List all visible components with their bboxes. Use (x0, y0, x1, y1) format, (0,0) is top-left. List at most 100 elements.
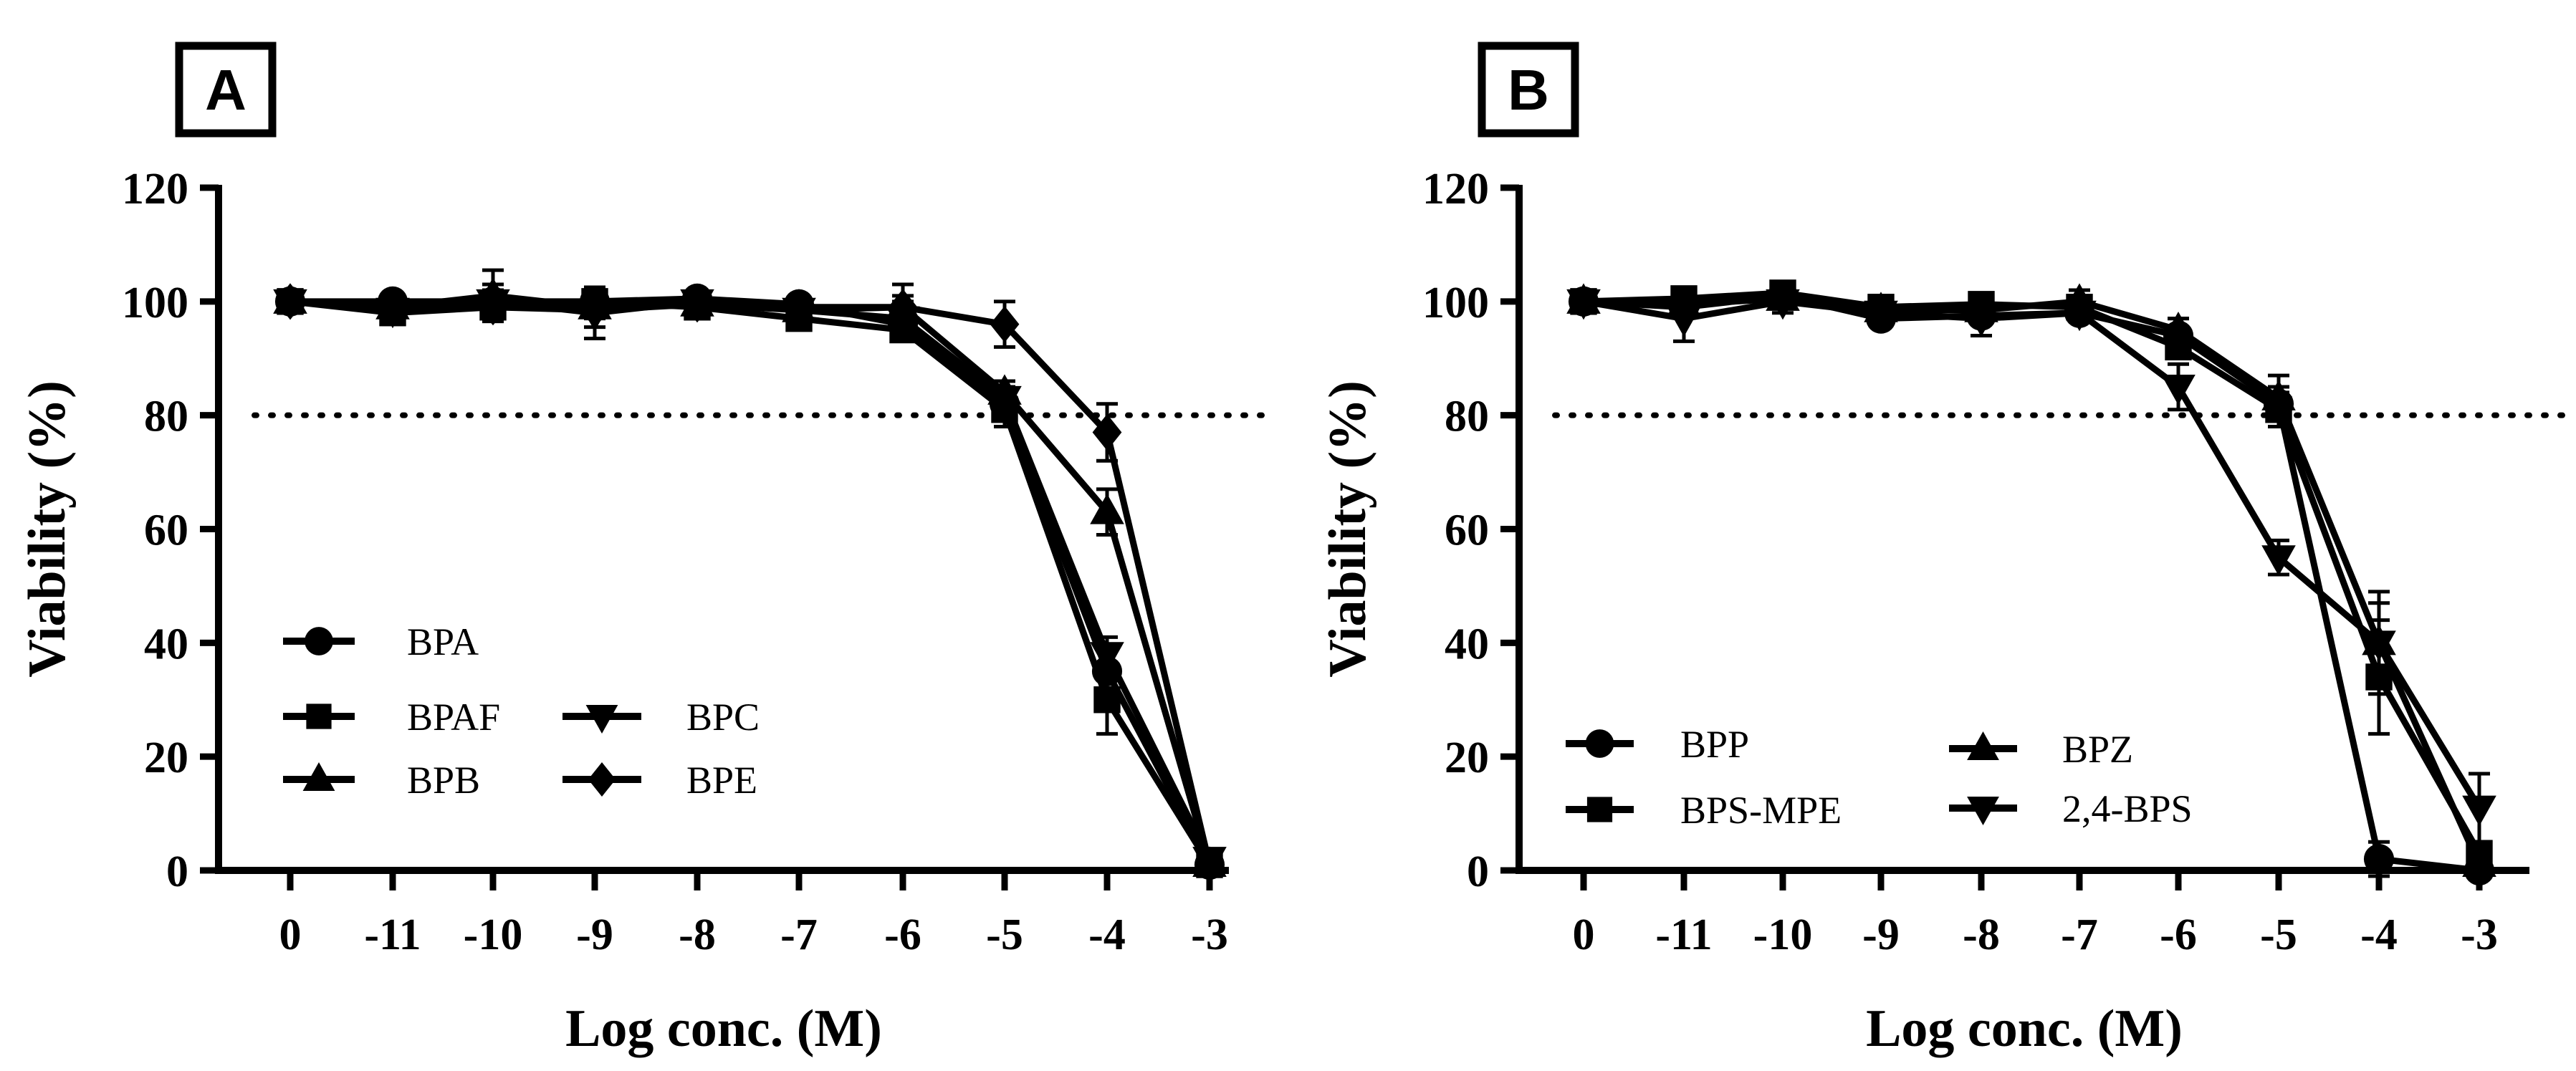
x-tick-label: -5 (986, 911, 1023, 959)
data-point (1864, 300, 1898, 332)
y-tick-label: 40 (1445, 620, 1489, 668)
legend-item: BPC (562, 696, 760, 739)
data-point (1090, 494, 1124, 524)
data-point (2462, 846, 2496, 878)
data-point (1093, 686, 1121, 714)
data-point (888, 289, 918, 326)
x-tick-label: -8 (1963, 911, 2000, 959)
legend-item: BPZ (1949, 728, 2133, 771)
data-point (1766, 289, 1800, 320)
data-point (1090, 642, 1124, 673)
y-tick-label: 40 (144, 620, 188, 668)
legend-label: BPE (686, 759, 757, 802)
x-axis-title: Log conc. (M) (565, 999, 882, 1058)
y-tick-label: 80 (1445, 393, 1489, 441)
legend-label: BPS-MPE (1680, 789, 1842, 832)
y-tick-label: 60 (1445, 506, 1489, 555)
y-axis-title: Viability (%) (18, 380, 77, 678)
series-line (289, 298, 1213, 866)
legend-item: BPA (283, 620, 479, 663)
x-tick-label: -6 (2160, 911, 2197, 959)
data-point (1964, 306, 1998, 337)
y-tick-label: 20 (144, 734, 188, 782)
x-tick-label: 0 (279, 911, 302, 959)
x-tick-label: -5 (2260, 911, 2297, 959)
data-point (1194, 846, 1225, 883)
x-tick-label: -11 (364, 911, 421, 959)
series-line (1583, 298, 2482, 810)
legend-item: BPB (283, 759, 480, 802)
legend-marker (1585, 729, 1614, 758)
legend-marker (1586, 797, 1613, 822)
legend-item: BPAF (283, 696, 500, 739)
series-bpe (275, 283, 1225, 883)
y-tick-label: 60 (144, 506, 188, 555)
panel-letter: B (1508, 58, 1549, 122)
panel-a: A 0 20 40 60 80 100 120 0 -11 -10 -9 -8 -7 -6 -5 -4 -3 Log… (18, 42, 1268, 1058)
data-point (478, 289, 508, 326)
legend-marker (588, 762, 616, 797)
data-point (2161, 374, 2196, 405)
data-point (2261, 380, 2296, 410)
series-bps-mpe (1570, 279, 2493, 867)
y-axis-title: Viability (%) (1318, 380, 1377, 678)
x-tick-label: -9 (1862, 911, 1900, 959)
data-point (987, 385, 1022, 417)
legend-item: 2,4-BPS (1949, 787, 2193, 830)
legend-label: BPA (407, 620, 479, 663)
x-tick-label: -4 (2360, 911, 2398, 959)
x-tick-label: -11 (1655, 911, 1712, 959)
y-tick-label: 120 (122, 165, 188, 213)
x-tick-label: -6 (884, 911, 921, 959)
y-tick-label: 0 (166, 847, 188, 896)
data-point (2362, 630, 2396, 661)
legend-item: BPS-MPE (1566, 789, 1842, 832)
x-tick-label: -7 (2061, 911, 2098, 959)
data-point (2363, 844, 2395, 875)
data-point (990, 306, 1020, 343)
data-point (1092, 413, 1122, 451)
legend-label: BPC (686, 696, 760, 739)
legend-label: BPB (407, 759, 480, 802)
legend-label: BPZ (2062, 728, 2133, 771)
data-point (275, 283, 305, 320)
panel-letter-box (1478, 42, 1579, 138)
y-tick-label: 100 (1422, 279, 1489, 327)
data-point (1566, 289, 1601, 320)
data-point (2261, 545, 2296, 576)
data-point (682, 286, 712, 323)
legend-marker (305, 627, 333, 655)
legend-label: BPP (1680, 723, 1749, 766)
x-tick-label: 0 (1573, 911, 1595, 959)
data-point (580, 292, 610, 329)
legend-label: BPAF (407, 696, 500, 739)
panel-letter: A (205, 58, 246, 122)
data-point (1667, 306, 1701, 337)
legend-marker (1967, 797, 1999, 825)
legend-marker (1967, 731, 1999, 760)
y-tick-label: 0 (1467, 847, 1489, 896)
series-bpz (1566, 280, 2496, 878)
legend-item: BPE (562, 759, 757, 802)
series-2-4-bps (1566, 288, 2496, 844)
x-tick-label: -3 (2461, 911, 2498, 959)
legend-marker (302, 762, 335, 791)
x-tick-label: -9 (576, 911, 613, 959)
data-point (2161, 312, 2196, 342)
data-point (378, 289, 408, 326)
data-point (2062, 300, 2097, 332)
series-line (1583, 295, 2483, 866)
data-point (2462, 795, 2496, 827)
x-tick-label: -4 (1088, 911, 1126, 959)
legend-item: BPP (1566, 723, 1749, 766)
legend-label: 2,4-BPS (2062, 787, 2193, 830)
x-tick-label: -10 (1753, 911, 1813, 959)
y-tick-label: 20 (1445, 734, 1489, 782)
x-tick-label: -8 (679, 911, 716, 959)
x-axis-title: Log conc. (M) (1866, 999, 2183, 1058)
x-tick-label: -3 (1191, 911, 1228, 959)
data-point (784, 289, 814, 326)
panel-letter-box (175, 42, 277, 138)
x-tick-label: -10 (464, 911, 523, 959)
